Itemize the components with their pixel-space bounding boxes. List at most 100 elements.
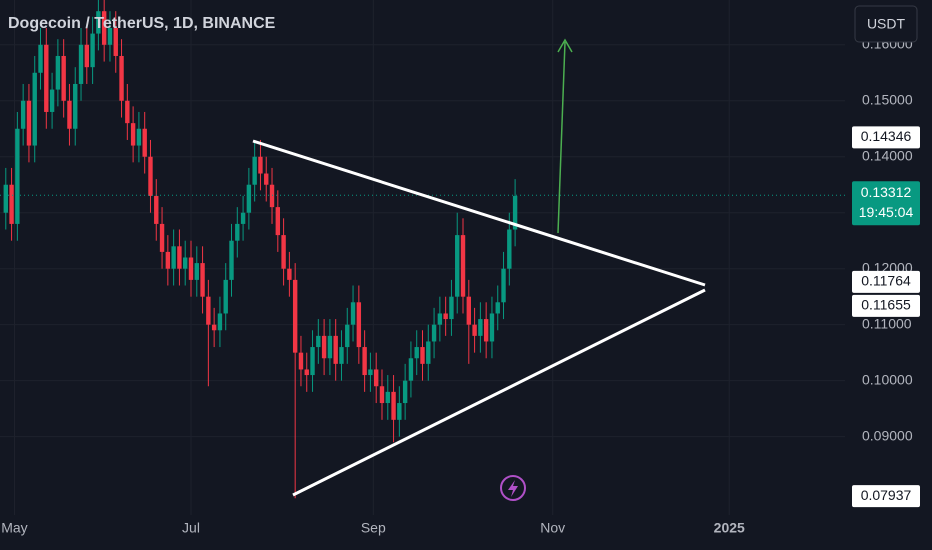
chart-title: Dogecoin / TetherUS, 1D, BINANCE bbox=[8, 15, 276, 32]
candle-body bbox=[408, 358, 414, 381]
candle-body bbox=[96, 11, 101, 34]
candle-body bbox=[362, 347, 367, 376]
candle-body bbox=[443, 313, 448, 320]
candle-body bbox=[188, 257, 194, 280]
candle-body bbox=[73, 83, 78, 129]
candle-body bbox=[258, 156, 263, 174]
candle-body bbox=[177, 246, 182, 269]
candle-body bbox=[26, 100, 32, 146]
candle-body bbox=[84, 44, 90, 68]
candle-body bbox=[426, 341, 431, 364]
candle-body bbox=[483, 319, 489, 342]
candle-body bbox=[275, 207, 281, 236]
arrow-head bbox=[557, 38, 573, 53]
candle-body bbox=[211, 324, 217, 331]
candle-body bbox=[229, 240, 234, 280]
candle-body bbox=[9, 184, 14, 224]
alert-bolt bbox=[508, 480, 518, 497]
candle-body bbox=[240, 212, 246, 224]
candle-body bbox=[316, 335, 321, 348]
candle-body bbox=[125, 100, 130, 124]
currency-label[interactable]: USDT bbox=[867, 16, 906, 32]
candle-body bbox=[391, 391, 396, 420]
y-tick-label: 0.15000 bbox=[862, 91, 913, 107]
candle-body bbox=[437, 313, 443, 325]
candle-body bbox=[200, 263, 205, 297]
candle-body bbox=[310, 347, 315, 376]
candle-body bbox=[472, 324, 477, 336]
candle-body bbox=[455, 235, 460, 297]
price-marker-label: 0.14346 bbox=[861, 128, 912, 144]
candle-body bbox=[420, 347, 425, 364]
price-marker-label: 0.11655 bbox=[861, 297, 911, 313]
candle-body bbox=[478, 319, 483, 336]
candle-body bbox=[49, 89, 55, 112]
candle-body bbox=[136, 128, 142, 146]
candle-body bbox=[113, 27, 118, 56]
candle-body bbox=[119, 55, 124, 101]
candle-body bbox=[397, 403, 402, 420]
candle-body bbox=[339, 347, 344, 364]
candle-body bbox=[495, 302, 500, 314]
candle-body bbox=[350, 302, 356, 325]
candle-body bbox=[264, 173, 269, 185]
candle-body bbox=[345, 324, 350, 348]
candle-body bbox=[148, 156, 153, 196]
candle-body bbox=[223, 279, 228, 314]
candle-body bbox=[356, 302, 362, 348]
candle-body bbox=[489, 313, 495, 342]
candle-body bbox=[235, 223, 240, 241]
candle-body bbox=[385, 391, 390, 404]
price-marker-label: 0.07937 bbox=[861, 487, 912, 503]
candle-body bbox=[142, 128, 147, 157]
candle-body bbox=[61, 55, 66, 101]
candle-body bbox=[292, 279, 298, 353]
x-tick-label: Jul bbox=[182, 520, 200, 536]
y-tick-label: 0.11000 bbox=[862, 315, 912, 331]
candle-body bbox=[402, 380, 408, 404]
candle-body bbox=[15, 128, 20, 224]
candle-body bbox=[252, 156, 257, 185]
price-marker-box bbox=[852, 270, 920, 293]
candle-body bbox=[194, 263, 199, 280]
candle-body bbox=[304, 369, 309, 376]
price-marker-box bbox=[852, 126, 920, 149]
price-marker-label: 0.11764 bbox=[861, 273, 911, 289]
candle-body bbox=[217, 313, 223, 331]
candle-body bbox=[298, 352, 304, 370]
candle-body bbox=[512, 195, 518, 230]
candle-body bbox=[287, 268, 292, 280]
candle-body bbox=[44, 44, 49, 112]
candle-body bbox=[67, 100, 72, 129]
triangle-lower-line bbox=[292, 288, 706, 497]
candle-body bbox=[414, 347, 419, 359]
currency-button[interactable] bbox=[854, 5, 918, 43]
candle-body bbox=[449, 296, 454, 320]
candle-body bbox=[321, 335, 327, 359]
candle-body bbox=[466, 296, 472, 325]
candle-body bbox=[281, 235, 286, 269]
candle-body bbox=[101, 11, 107, 45]
candle-body bbox=[507, 229, 512, 269]
candle-body bbox=[269, 184, 275, 208]
price-marker-box bbox=[852, 485, 920, 508]
axis: 0.090000.100000.110000.120000.130000.140… bbox=[1, 35, 920, 536]
x-tick-label: 2025 bbox=[714, 520, 745, 536]
candle-body bbox=[38, 44, 43, 73]
candle-body bbox=[206, 296, 211, 325]
x-tick-label: May bbox=[1, 520, 27, 536]
candle-body bbox=[368, 369, 373, 376]
candle-body bbox=[171, 246, 176, 269]
y-tick-label: 0.10000 bbox=[862, 371, 913, 387]
candle-body bbox=[20, 100, 26, 129]
candle-body bbox=[333, 335, 338, 364]
candle-body bbox=[431, 324, 437, 342]
alert-icon[interactable] bbox=[500, 475, 526, 501]
candle-body bbox=[130, 123, 136, 146]
triangle-upper-line bbox=[252, 139, 706, 287]
candle-body bbox=[373, 369, 379, 387]
candle-body bbox=[90, 33, 95, 68]
candle-body bbox=[183, 257, 188, 269]
candle-body bbox=[32, 72, 37, 146]
